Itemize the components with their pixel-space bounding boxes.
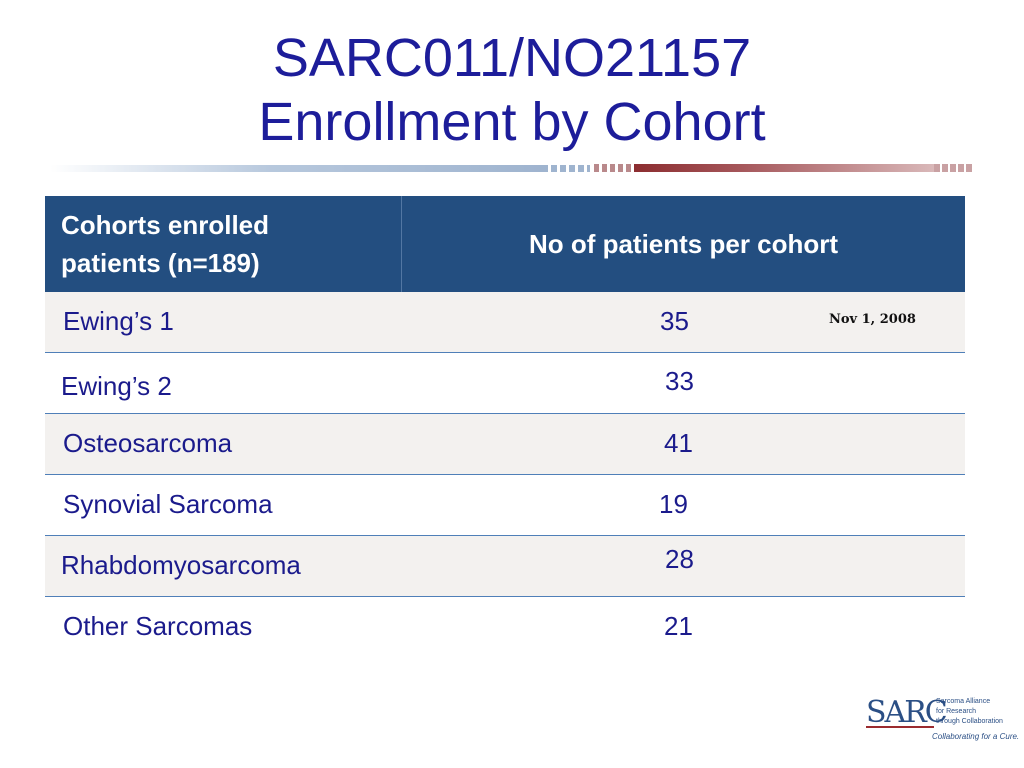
patient-count: 21 xyxy=(664,611,693,641)
table-row: Ewing’s 2 33 xyxy=(45,353,965,414)
logo-text: Sarcoma Alliance for Research through Co… xyxy=(936,697,1003,727)
header-cohorts-cell: Cohorts enrolled patients (n=189) xyxy=(45,196,402,292)
cohort-name: Rhabdomyosarcoma xyxy=(61,550,301,580)
logo-text-line-1: Sarcoma Alliance xyxy=(936,698,991,705)
patient-count: 19 xyxy=(659,489,688,519)
divider-red-dashes xyxy=(594,164,634,172)
table-row: Ewing’s 1 35 Nov 1, 2008 xyxy=(45,292,965,353)
table-row: Osteosarcoma 41 xyxy=(45,414,965,475)
cohort-name: Ewing’s 1 xyxy=(63,306,174,336)
slide-title: SARC011/NO21157 Enrollment by Cohort xyxy=(0,26,1024,154)
logo-mark-text: SARC xyxy=(866,695,948,730)
divider-red-segment xyxy=(634,164,934,172)
date-note: Nov 1, 2008 xyxy=(829,312,916,327)
enrollment-table: Cohorts enrolled patients (n=189) No of … xyxy=(45,196,965,658)
table-row: Synovial Sarcoma 19 xyxy=(45,475,965,536)
divider-blue-dashes xyxy=(542,165,590,172)
logo-mark: SARC xyxy=(866,695,948,730)
logo-text-line-2: for Research xyxy=(936,708,977,715)
patient-count: 35 xyxy=(660,306,689,336)
divider-red-tail xyxy=(934,164,974,172)
divider-blue-segment xyxy=(50,165,542,172)
cohort-name: Synovial Sarcoma xyxy=(63,489,273,519)
title-divider xyxy=(50,163,974,173)
table-header-row: Cohorts enrolled patients (n=189) No of … xyxy=(45,196,965,292)
slide-title-line-1: SARC011/NO21157 xyxy=(272,28,752,88)
table-row: Other Sarcomas 21 xyxy=(45,597,965,658)
patient-count: 33 xyxy=(665,366,694,396)
patient-count: 28 xyxy=(665,544,694,574)
cohort-name: Osteosarcoma xyxy=(63,428,233,458)
table-row: Rhabdomyosarcoma 28 xyxy=(45,536,965,597)
logo-tagline: Collaborating for a Cure. xyxy=(932,732,1020,741)
logo-rule xyxy=(866,726,934,728)
sarc-logo: SARC Sarcoma Alliance for Research throu… xyxy=(866,692,1019,744)
patient-count: 41 xyxy=(664,428,693,458)
header-cohorts-line-1: Cohorts enrolled xyxy=(61,210,270,240)
cohort-name: Other Sarcomas xyxy=(63,611,253,641)
logo-text-line-3: through Collaboration xyxy=(936,718,1003,725)
header-cohorts-line-2: patients (n=189) xyxy=(61,248,260,278)
slide-title-line-2: Enrollment by Cohort xyxy=(258,92,766,152)
cohort-name: Ewing’s 2 xyxy=(61,371,172,401)
header-count-cell: No of patients per cohort xyxy=(528,229,839,259)
